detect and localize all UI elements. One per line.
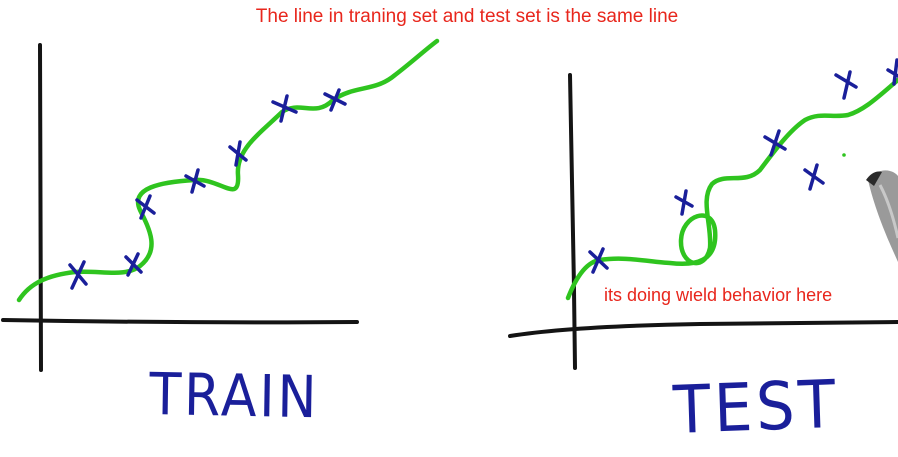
train-point-marker bbox=[135, 194, 156, 220]
side-annotation: its doing wield behavior here bbox=[604, 285, 833, 305]
train-point-marker bbox=[68, 260, 88, 290]
train-label: TRAIN bbox=[148, 360, 320, 432]
test-point-marker bbox=[588, 247, 609, 274]
train-panel bbox=[1, 38, 440, 372]
top-annotation: The line in traning set and test set is … bbox=[255, 6, 679, 27]
train-x-axis bbox=[1, 318, 359, 325]
train-point-marker bbox=[184, 168, 206, 194]
test-panel bbox=[508, 58, 898, 370]
train-y-axis bbox=[38, 43, 43, 372]
test-stray-dot bbox=[842, 153, 846, 157]
test-point-marker bbox=[674, 189, 694, 216]
test-label: TEST bbox=[672, 365, 841, 449]
train-fit-curve bbox=[16, 38, 440, 303]
test-fit-curve bbox=[565, 77, 898, 301]
test-point-marker bbox=[886, 58, 898, 86]
train-point-marker bbox=[228, 140, 248, 167]
test-point-marker bbox=[803, 163, 825, 191]
train-point-marker bbox=[271, 94, 298, 123]
test-x-axis bbox=[508, 320, 898, 338]
test-point-marker bbox=[834, 70, 858, 100]
test-point-marker bbox=[763, 129, 787, 157]
pen-icon bbox=[866, 170, 898, 262]
test-y-axis bbox=[568, 73, 577, 370]
train-point-marker bbox=[124, 252, 143, 277]
train-point-marker bbox=[323, 88, 347, 112]
